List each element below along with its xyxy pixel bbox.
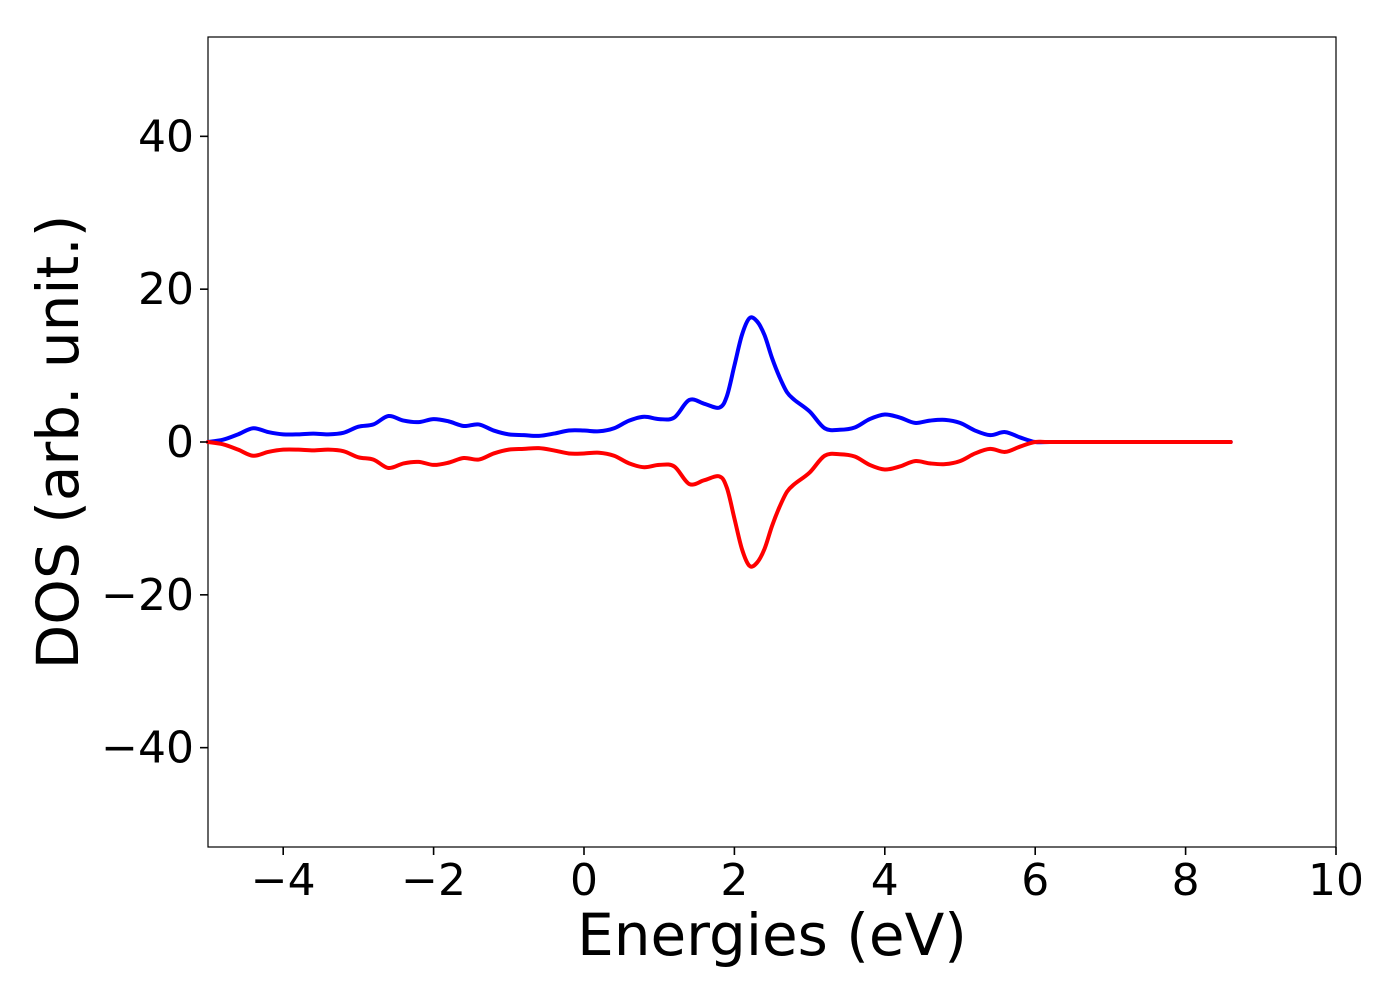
x-tick-label: 2 xyxy=(720,855,748,906)
series-line-blue xyxy=(206,315,1233,445)
y-axis-title: DOS (arb. unit.) xyxy=(24,215,92,670)
x-tick-label: 10 xyxy=(1308,855,1364,906)
y-tick-label: 40 xyxy=(138,111,194,162)
x-tick-label: −4 xyxy=(251,855,316,906)
x-axis-ticks: −4 −2 0 2 4 6 8 10 xyxy=(251,847,1364,906)
y-tick-label: −40 xyxy=(101,723,194,774)
y-tick-label: 20 xyxy=(138,264,194,315)
y-tick-label: −20 xyxy=(101,570,194,621)
y-axis-ticks: −40 −20 0 20 40 xyxy=(101,111,208,774)
x-tick-label: −2 xyxy=(401,855,466,906)
series-layer xyxy=(206,315,1233,569)
x-tick-label: 6 xyxy=(1021,855,1049,906)
x-tick-label: 8 xyxy=(1172,855,1200,906)
y-tick-label: 0 xyxy=(166,417,194,468)
x-tick-label: 4 xyxy=(871,855,899,906)
series-line-red xyxy=(206,439,1233,569)
x-tick-label: 0 xyxy=(570,855,598,906)
x-axis-title: Energies (eV) xyxy=(577,901,967,969)
